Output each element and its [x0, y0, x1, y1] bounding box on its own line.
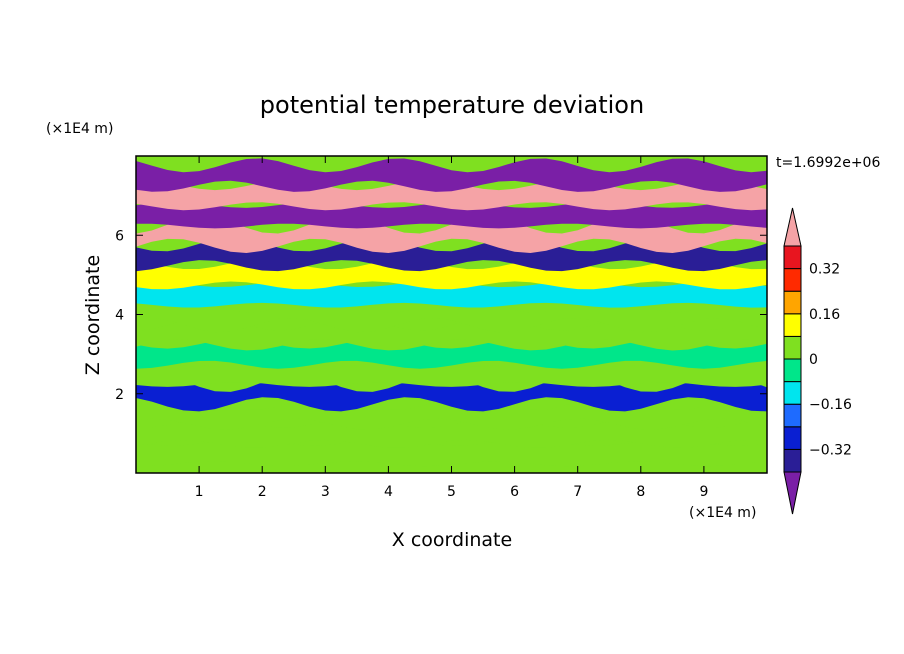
contour-field [136, 158, 767, 467]
time-label: t=1.6992e+06 [776, 155, 880, 171]
colorbar-swatch [783, 268, 802, 292]
y-tick-label: 2 [115, 387, 124, 403]
colorbar-swatch [783, 426, 802, 450]
plot-area [136, 156, 767, 473]
y-axis-label: Z coordinate [82, 255, 104, 375]
colorbar-swatch [783, 448, 802, 473]
colorbar: 0.32 0.16 0 −0.16 −0.32 [783, 207, 852, 515]
x-tick-label: 4 [384, 484, 393, 500]
x-axis-label: X coordinate [392, 529, 512, 551]
colorbar-tick-label: −0.16 [809, 397, 852, 413]
y-tick-label: 4 [115, 308, 124, 324]
colorbar-swatch [783, 403, 802, 428]
x-unit-label: (×1E4 m) [689, 505, 756, 521]
x-tick-label: 9 [699, 484, 708, 500]
colorbar-swatch [783, 290, 802, 315]
colorbar-swatch [783, 245, 802, 270]
colorbar-tick-label: −0.32 [809, 442, 852, 458]
colorbar-tick-label: 0.16 [809, 307, 840, 323]
y-unit-label: (×1E4 m) [46, 121, 113, 137]
chart-title: potential temperature deviation [260, 91, 644, 119]
contour-band [136, 237, 767, 272]
x-tick-label: 2 [258, 484, 267, 500]
x-tick-label: 6 [510, 484, 519, 500]
y-axis: 2 4 6 [115, 228, 767, 403]
colorbar-overflow-triangle [783, 207, 802, 247]
y-tick-label: 6 [115, 228, 124, 244]
colorbar-swatch [783, 313, 802, 337]
x-axis: 1 2 3 4 5 6 7 8 9 [195, 156, 708, 500]
contour-band [136, 417, 767, 448]
colorbar-swatch [783, 335, 802, 360]
colorbar-tick-label: 0.32 [809, 262, 840, 278]
contour-band [136, 158, 767, 192]
contour-band [136, 338, 767, 369]
colorbar-swatch [783, 358, 802, 383]
contour-band [136, 439, 767, 467]
x-tick-label: 5 [447, 484, 456, 500]
x-tick-label: 1 [195, 484, 204, 500]
colorbar-underflow-triangle [783, 471, 802, 515]
x-tick-label: 3 [321, 484, 330, 500]
colorbar-swatch [783, 381, 802, 405]
x-tick-label: 7 [573, 484, 582, 500]
colorbar-tick-label: 0 [809, 352, 818, 368]
x-tick-label: 8 [636, 484, 645, 500]
contour-band [136, 317, 767, 351]
